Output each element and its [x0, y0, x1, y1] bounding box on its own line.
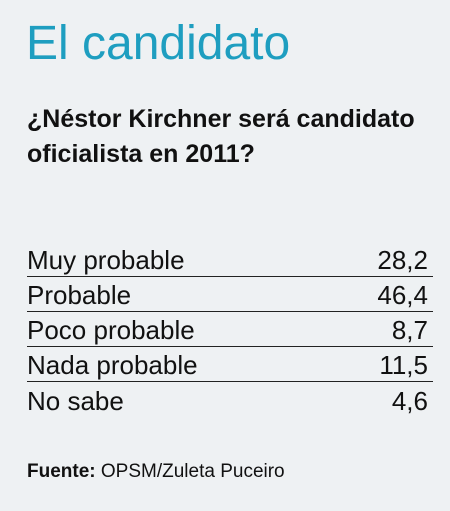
row-value: 8,7 [391, 315, 428, 345]
row-label: Muy probable [27, 245, 185, 275]
source-note: Fuente: OPSM/Zuleta Puceiro [27, 460, 285, 484]
table-row: Nada probable 11,5 [27, 347, 433, 382]
table-row: Probable 46,4 [27, 277, 433, 312]
row-value: 4,6 [391, 386, 428, 416]
table-row: Muy probable 28,2 [27, 242, 433, 277]
row-label: Nada probable [27, 350, 198, 380]
row-label: No sabe [27, 386, 124, 416]
table-row: No sabe 4,6 [27, 382, 433, 417]
row-value: 28,2 [377, 245, 428, 275]
chart-question: ¿Néstor Kirchner será candidato oficiali… [27, 105, 415, 168]
table-row: Poco probable 8,7 [27, 312, 433, 347]
row-value: 11,5 [379, 350, 428, 380]
row-value: 46,4 [377, 280, 428, 310]
source-text: OPSM/Zuleta Puceiro [100, 461, 285, 482]
row-label: Poco probable [27, 315, 195, 345]
row-label: Probable [27, 280, 132, 310]
results-table: Muy probable 28,2 Probable 46,4 Poco pro… [27, 242, 433, 417]
source-label: Fuente: [27, 461, 96, 482]
chart-title: El candidato [26, 17, 291, 70]
